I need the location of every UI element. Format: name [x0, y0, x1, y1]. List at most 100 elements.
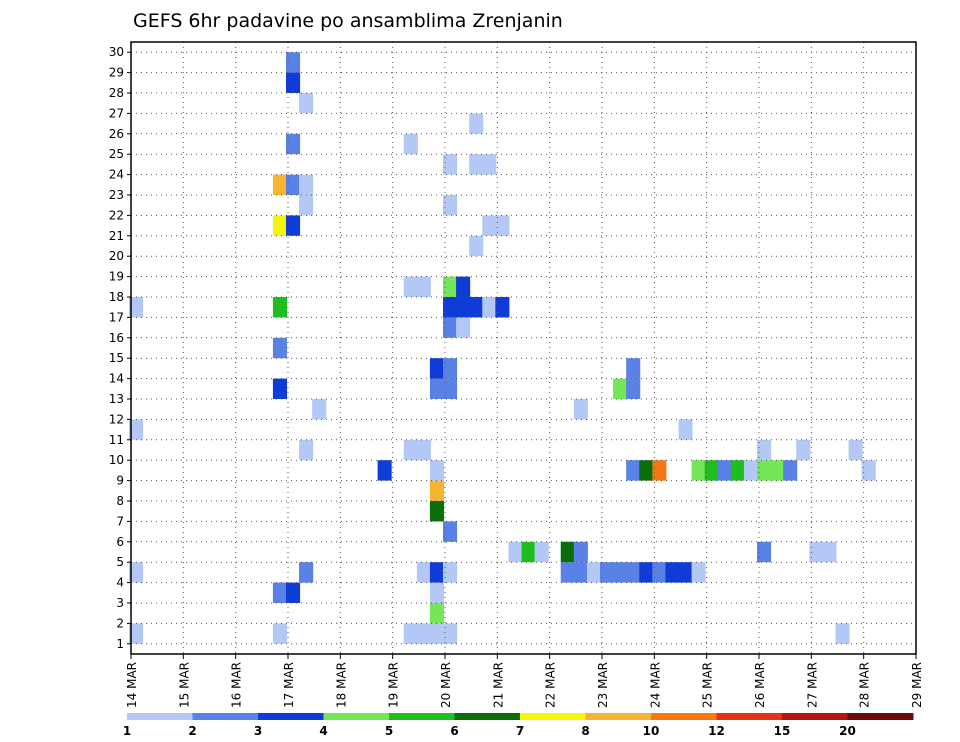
heatmap-cell	[299, 439, 314, 461]
heatmap-cell	[573, 541, 588, 563]
legend-label: 20	[839, 724, 856, 738]
heatmap-cell	[469, 297, 484, 318]
legend-label: 12	[708, 724, 725, 738]
heatmap-cell	[521, 541, 536, 563]
heatmap-cell	[286, 174, 301, 195]
y-tick-label: 14	[109, 372, 124, 386]
y-tick-label: 4	[116, 576, 124, 590]
legend-swatch	[651, 713, 717, 720]
legend-swatch	[127, 713, 193, 720]
heatmap-cell	[286, 215, 301, 236]
heatmap-cell	[639, 562, 654, 583]
legend-label: 5	[385, 724, 393, 738]
legend-label: 7	[516, 724, 524, 738]
heatmap-cell	[757, 439, 772, 461]
heatmap-cell	[377, 460, 392, 481]
heatmap-cell	[770, 460, 785, 481]
legend-swatch	[258, 713, 324, 720]
heatmap-cell	[129, 419, 144, 440]
heatmap-cell	[704, 460, 719, 481]
legend-label: 3	[254, 724, 262, 738]
legend-swatch	[585, 713, 652, 720]
heatmap-cell	[272, 337, 287, 359]
y-tick-label: 29	[109, 66, 124, 80]
y-tick-label: 7	[116, 514, 124, 528]
y-tick-label: 17	[109, 310, 124, 324]
y-tick-label: 22	[109, 208, 124, 222]
legend-swatch	[389, 713, 455, 720]
x-tick-label: 23 MAR	[596, 662, 610, 708]
heatmap-cell	[730, 460, 745, 481]
y-tick-label: 3	[116, 596, 124, 610]
x-tick-label: 19 MAR	[387, 662, 401, 708]
legend-swatch	[847, 713, 914, 720]
heatmap-cell	[534, 541, 549, 563]
heatmap-cell	[560, 541, 575, 563]
heatmap-cell	[652, 460, 667, 481]
y-tick-label: 2	[116, 616, 124, 630]
heatmap-cell	[416, 439, 431, 461]
heatmap-cell	[717, 460, 732, 481]
heatmap-cell	[809, 541, 824, 563]
heatmap-cell	[783, 460, 798, 481]
heatmap-cell	[272, 623, 287, 644]
heatmap-cell	[861, 460, 876, 481]
x-tick-label: 22 MAR	[544, 662, 558, 708]
heatmap-cell	[429, 480, 444, 501]
y-tick-label: 18	[109, 290, 124, 304]
heatmap-cell	[443, 276, 458, 297]
legend-label: 2	[188, 724, 196, 738]
heatmap-cell	[469, 154, 484, 175]
x-tick-label: 21 MAR	[491, 662, 505, 708]
heatmap-cell	[678, 419, 693, 440]
heatmap-cell	[272, 174, 287, 195]
y-tick-label: 20	[109, 249, 124, 263]
heatmap-cell	[586, 562, 601, 583]
heatmap-cell	[429, 562, 444, 583]
heatmap-cell	[639, 460, 654, 481]
y-tick-label: 15	[109, 351, 124, 365]
y-tick-label: 21	[109, 229, 124, 243]
heatmap-cell	[626, 460, 641, 481]
heatmap-cell	[416, 562, 431, 583]
legend-swatch	[520, 713, 586, 720]
y-axis: 1234567891011121314151617181920212223242…	[109, 45, 131, 651]
heatmap-cell	[272, 215, 287, 236]
y-tick-label: 5	[116, 555, 124, 569]
legend-swatch	[716, 713, 783, 720]
heatmap-cell	[129, 623, 144, 644]
heatmap-cell	[272, 378, 287, 399]
heatmap-cell	[443, 195, 458, 216]
y-tick-label: 24	[109, 168, 124, 182]
heatmap-cell	[286, 133, 301, 155]
heatmap-cell	[652, 562, 667, 583]
legend-label: 6	[450, 724, 458, 738]
x-tick-label: 27 MAR	[805, 662, 819, 708]
heatmap-cell	[403, 276, 418, 297]
x-axis: 14 MAR 15 MAR 16 MAR 17 MAR 18 MAR 19 MAR 20 M…	[125, 654, 924, 708]
heatmap-cell	[482, 297, 497, 318]
heatmap-cell	[626, 378, 641, 399]
heatmap-cell	[691, 460, 706, 481]
heatmap-cell	[573, 399, 588, 420]
heatmap-cell	[443, 378, 458, 399]
heatmap-cell	[456, 297, 471, 318]
heatmap-cell	[286, 72, 301, 93]
heatmap-cell	[403, 133, 418, 155]
heatmap-cell	[299, 195, 314, 216]
y-tick-label: 26	[109, 127, 124, 141]
legend-label: 4	[319, 724, 327, 738]
heatmap-cell	[129, 562, 144, 583]
heatmap-cell	[573, 562, 588, 583]
heatmap-cell	[403, 439, 418, 461]
legend-label: 10	[643, 724, 660, 738]
heatmap-cell	[129, 297, 144, 318]
x-tick-label: 16 MAR	[230, 662, 244, 708]
heatmap-cell	[299, 562, 314, 583]
y-tick-label: 16	[109, 331, 124, 345]
heatmap-cell	[286, 582, 301, 603]
y-tick-label: 28	[109, 86, 124, 100]
y-tick-label: 25	[109, 147, 124, 161]
y-tick-label: 1	[116, 637, 124, 651]
heatmap-cell	[613, 562, 628, 583]
